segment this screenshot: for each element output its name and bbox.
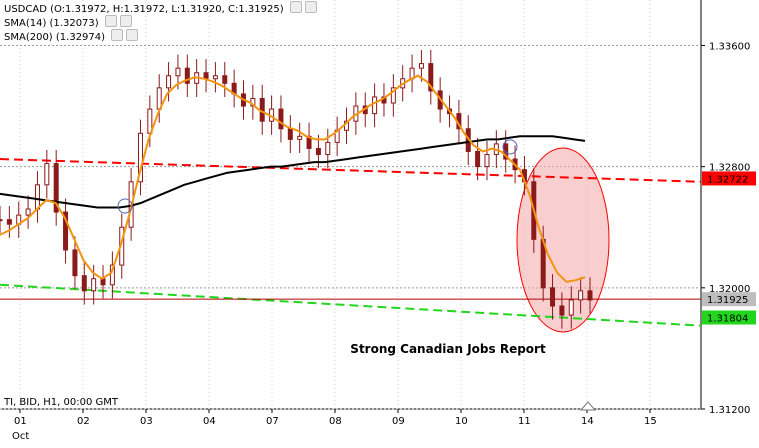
price-tags: 1.32722 1.31925 1.31804 <box>702 171 756 325</box>
y-tick-label: 1.32800 <box>709 163 750 174</box>
candle-body <box>428 63 434 92</box>
candle-body <box>109 264 115 286</box>
trendlines <box>0 158 702 327</box>
crossover-marker <box>117 198 133 214</box>
candle-body <box>63 211 69 251</box>
candle-body <box>34 184 40 210</box>
gridlines <box>0 0 701 410</box>
candle-body <box>81 275 87 292</box>
candle-body <box>166 75 172 89</box>
candle-body <box>6 219 12 225</box>
candle-body <box>390 87 396 104</box>
candle-body <box>259 97 265 122</box>
price-tag: 1.32722 <box>702 171 756 186</box>
price-tag-label: 1.31925 <box>707 295 748 306</box>
price-tag-label: 1.31804 <box>707 314 748 325</box>
candle-body <box>372 96 378 115</box>
candle-body <box>484 154 490 168</box>
annotation-text: Strong Canadian Jobs Report <box>350 342 546 356</box>
y-tick-label: 1.31200 <box>709 405 750 416</box>
y-tick-label: 1.32000 <box>709 284 750 295</box>
x-tick-label: 15 <box>644 416 657 427</box>
settings-icon[interactable] <box>289 1 302 13</box>
candle-body <box>25 208 31 216</box>
moving-averages <box>0 74 586 283</box>
candle-body <box>587 290 593 301</box>
candle-body <box>184 67 190 84</box>
lower-trendline <box>0 283 702 327</box>
event-highlight <box>516 147 610 333</box>
x-tick-label: 04 <box>203 416 216 427</box>
candle-body <box>222 75 228 84</box>
x-tick-label: 02 <box>77 416 90 427</box>
scroll-end-icon[interactable] <box>579 401 597 411</box>
candle-body <box>44 163 50 186</box>
time-axis-labels: 01 02 03 04 07 08 09 10 11 14 15 <box>14 409 657 427</box>
candle-body <box>175 67 181 77</box>
candle-body <box>503 143 509 160</box>
quote-text: USDCAD (O:1.31972, H:1.31972, L:1.31920,… <box>4 4 284 15</box>
price-tag: 1.31804 <box>702 310 756 325</box>
candle-body <box>559 305 565 316</box>
price-tag-bg <box>702 292 756 307</box>
candle-body <box>568 299 574 316</box>
sma200-text: SMA(200) (1.32974) <box>4 32 106 43</box>
price-tag: 1.31925 <box>702 292 756 307</box>
sma200-settings-icon[interactable] <box>111 29 124 41</box>
candle-body <box>578 290 584 301</box>
x-tick-label: 14 <box>581 416 594 427</box>
candle-body <box>418 63 424 69</box>
price-tag-bg <box>702 310 756 325</box>
x-tick-label: 01 <box>14 416 27 427</box>
candle-body <box>315 147 321 156</box>
candle-body <box>212 75 218 80</box>
candle-body <box>0 219 3 222</box>
sma14-line <box>0 74 586 283</box>
candle-body <box>53 163 59 213</box>
x-tick-label: 08 <box>329 416 342 427</box>
candle-body <box>72 249 78 277</box>
sma14-close-icon[interactable] <box>119 15 132 27</box>
y-tick-label: 1.33600 <box>709 41 750 52</box>
jobs-report-highlight <box>516 147 610 333</box>
candle-body <box>475 150 481 168</box>
crossover-markers <box>117 139 518 214</box>
x-tick-label: 09 <box>392 416 405 427</box>
close-icon[interactable] <box>304 1 317 13</box>
sma14-text: SMA(14) (1.32073) <box>4 18 99 29</box>
x-tick-label: 11 <box>518 416 531 427</box>
candle-body <box>325 141 331 156</box>
candle-body <box>91 278 97 292</box>
candle-body <box>550 287 556 307</box>
x-tick-label: 03 <box>140 416 153 427</box>
sma14-settings-icon[interactable] <box>104 15 117 27</box>
upper-trendline <box>0 158 702 183</box>
symbol-quote: USDCAD (O:1.31972, H:1.31972, L:1.31920,… <box>4 1 317 15</box>
candle-body <box>287 128 293 140</box>
sma14-legend: SMA(14) (1.32073) <box>4 15 132 29</box>
x-tick-label: 10 <box>455 416 468 427</box>
candle-body <box>100 278 106 286</box>
crossover-marker <box>502 139 518 155</box>
price-axis-labels: 1.33600 1.32800 1.32000 1.31200 <box>701 41 750 416</box>
candle-body <box>278 108 284 130</box>
candle-body <box>297 135 303 140</box>
chart-info-footer: TI, BID, H1, 00:00 GMT <box>3 397 119 408</box>
sma200-legend: SMA(200) (1.32974) <box>4 29 139 43</box>
x-tick-label: 07 <box>266 416 279 427</box>
sma200-close-icon[interactable] <box>126 29 139 41</box>
price-tag-bg <box>702 171 756 186</box>
candle-body <box>137 132 143 183</box>
month-label: Oct <box>12 431 29 442</box>
price-tag-label: 1.32722 <box>707 174 748 185</box>
sma200-line <box>0 135 586 209</box>
